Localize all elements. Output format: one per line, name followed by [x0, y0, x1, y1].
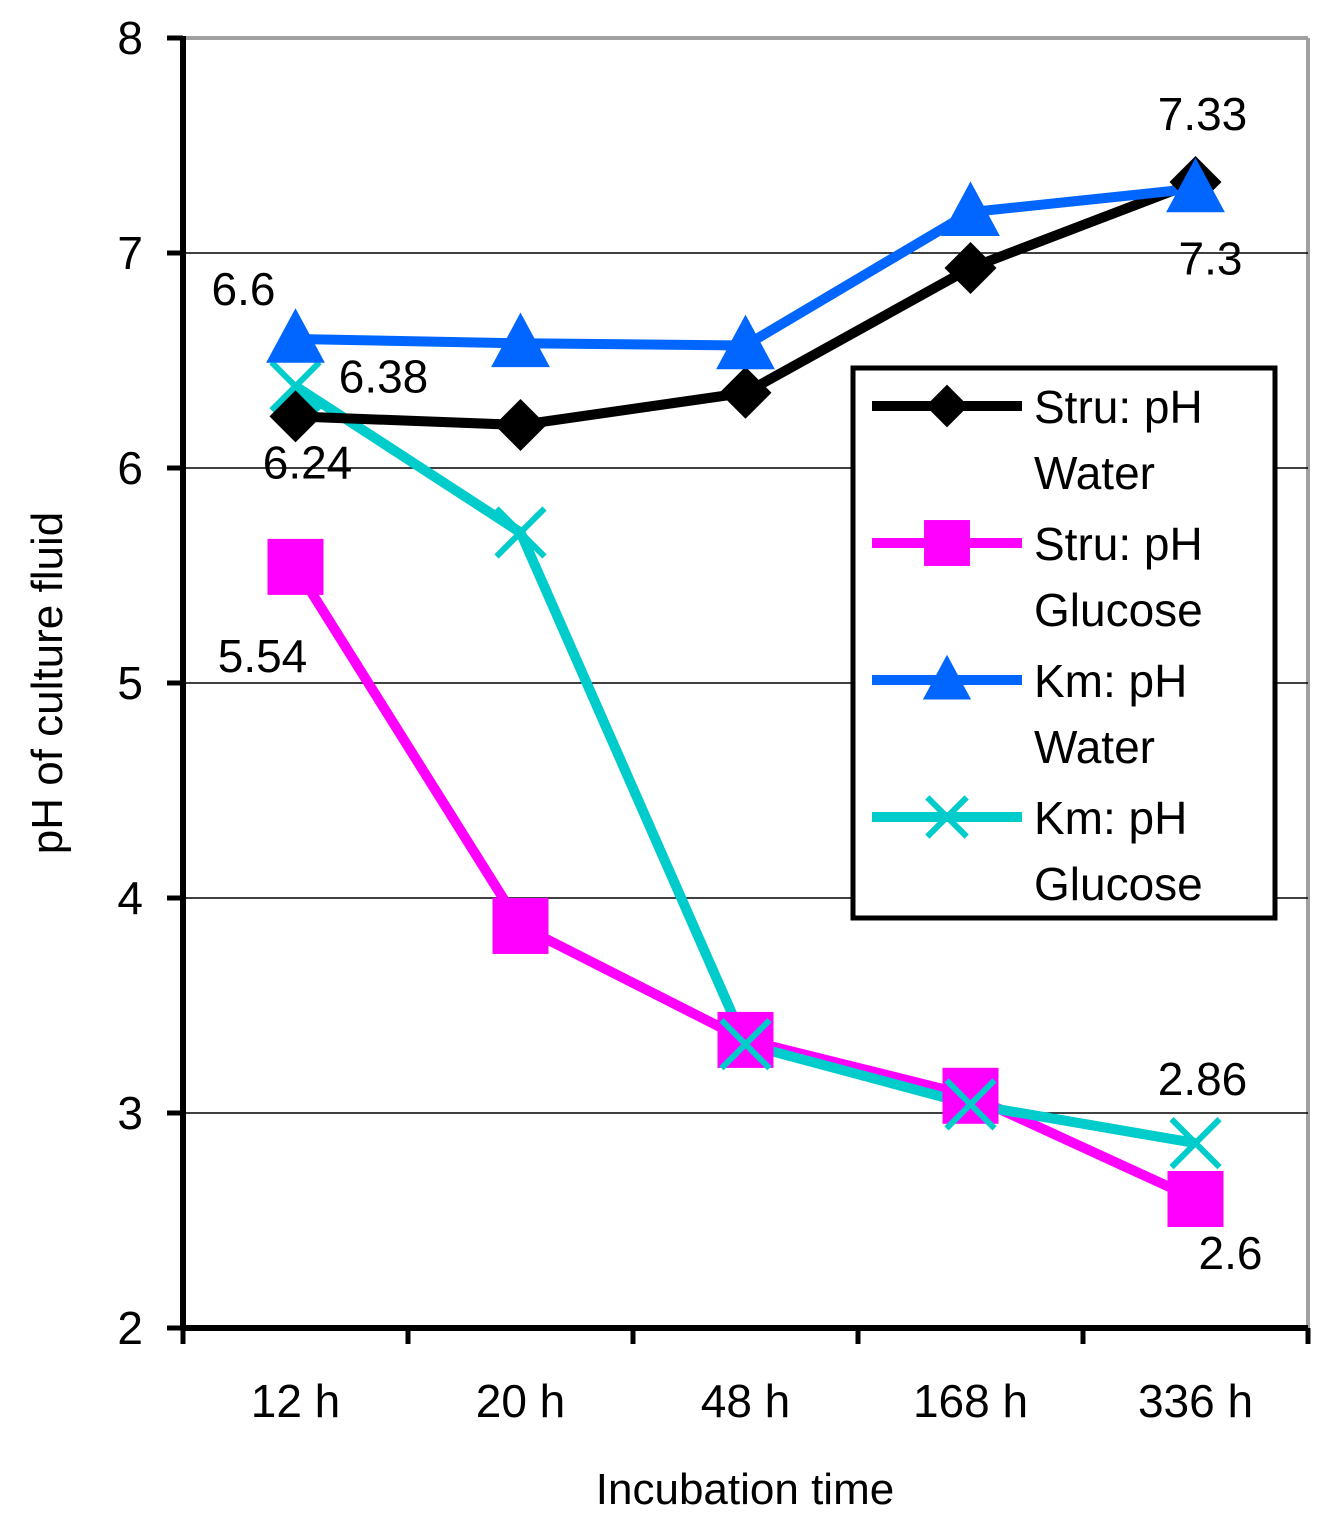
data-point-marker [266, 308, 325, 363]
data-point-marker [267, 538, 324, 595]
legend-label: Glucose [1034, 858, 1203, 910]
data-label: 5.54 [218, 630, 308, 682]
legend-swatch-marker [925, 384, 969, 428]
y-tick-label: 2 [117, 1302, 143, 1354]
x-tick-label: 168 h [913, 1375, 1028, 1427]
legend-swatch-marker [922, 654, 972, 700]
data-point-marker [717, 1011, 774, 1068]
legend-label: Km: pH [1034, 792, 1187, 844]
data-point-marker [944, 1078, 997, 1131]
data-point-marker [494, 506, 547, 559]
data-label: 7.33 [1158, 88, 1248, 140]
data-label: 2.86 [1158, 1053, 1248, 1105]
x-tick-label: 12 h [251, 1375, 341, 1427]
data-label: 6.38 [339, 350, 429, 402]
y-axis-title: pH of culture fluid [23, 512, 72, 854]
data-label: 2.6 [1199, 1227, 1263, 1279]
legend-label: Stru: pH [1034, 381, 1203, 433]
data-label: 7.3 [1179, 233, 1243, 285]
y-tick-label: 4 [117, 872, 143, 924]
legend-label: Water [1034, 447, 1155, 499]
x-tick-label: 336 h [1138, 1375, 1253, 1427]
x-tick-label: 48 h [701, 1375, 791, 1427]
series-markers [266, 156, 1225, 1227]
data-point-marker [942, 1067, 999, 1124]
data-point-marker [269, 390, 322, 443]
x-tick-labels: 12 h 20 h 48 h 168 h 336 h [251, 1375, 1253, 1427]
legend-label: Water [1034, 721, 1155, 773]
x-axis-title: Incubation time [596, 1465, 894, 1514]
y-tick-label: 3 [117, 1087, 143, 1139]
legend-label: Km: pH [1034, 655, 1187, 707]
data-point-marker [716, 314, 775, 370]
x-tick-label: 20 h [476, 1375, 566, 1427]
legend-box [850, 365, 1278, 921]
data-point-marker [719, 366, 772, 419]
legend-label: Stru: pH [1034, 518, 1203, 570]
data-point-marker [491, 312, 550, 368]
y-tick-label: 5 [117, 657, 143, 709]
axes [167, 35, 1311, 1344]
legend-swatch-marker [924, 520, 970, 566]
data-point-marker [1169, 1116, 1222, 1170]
y-tick-label: 7 [117, 227, 143, 279]
data-label: 6.24 [263, 436, 353, 488]
data-point-marker [1167, 1171, 1224, 1227]
data-point-marker [941, 181, 1000, 236]
y-tick-label: 6 [117, 442, 143, 494]
data-point-marker [944, 242, 997, 295]
data-point-marker [492, 897, 549, 954]
data-point-marker [719, 1018, 772, 1071]
data-labels: 6.24 7.33 5.54 2.6 6.6 7.3 6.38 2.86 [212, 88, 1263, 1279]
data-point-marker [269, 360, 322, 413]
data-point-marker [1166, 157, 1225, 213]
y-tick-labels: 2 3 4 5 6 7 8 [117, 12, 143, 1354]
legend: Stru: pH Water Stru: pH Glucose Km: pH Water K… [850, 365, 1278, 921]
legend-label: Glucose [1034, 584, 1203, 636]
y-tick-label: 8 [117, 12, 143, 64]
data-point-marker [494, 399, 547, 451]
legend-swatch-marker [925, 795, 969, 839]
data-label: 6.6 [212, 263, 276, 315]
